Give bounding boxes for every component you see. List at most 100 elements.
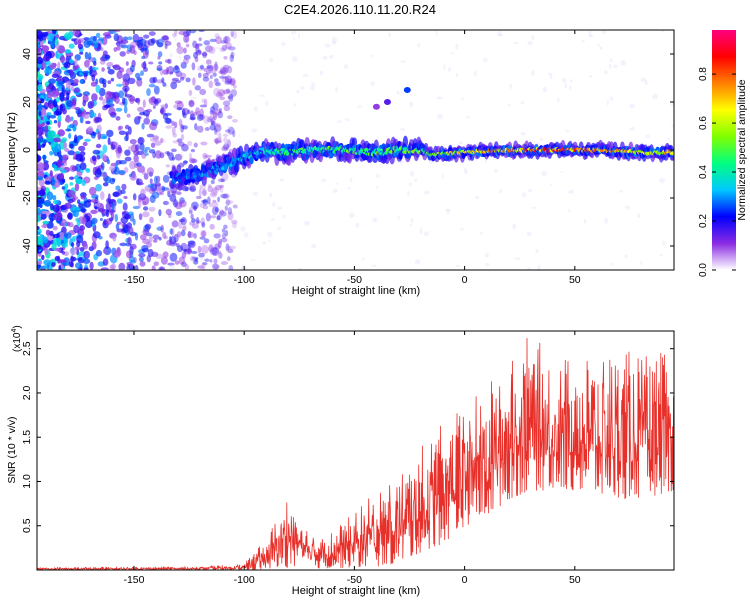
- snr-scale-label: (x104): [11, 325, 23, 352]
- spectrogram-noise-blob: [174, 30, 178, 36]
- spectrogram-noise-blob: [435, 30, 438, 36]
- spectrogram-noise-blob: [124, 167, 129, 173]
- spectrogram-noise-blob: [152, 239, 158, 243]
- spectrogram-noise-blob: [190, 213, 194, 220]
- spectrogram-noise-blob: [162, 82, 167, 87]
- spectrogram-noise-blob: [227, 248, 234, 254]
- spectrogram-noise-blob: [76, 219, 81, 227]
- spectrogram-noise-blob: [65, 128, 72, 132]
- spectrogram-noise-blob: [184, 248, 193, 253]
- spectrogram-noise-blob: [129, 139, 137, 145]
- spectrogram-noise-blob: [87, 199, 92, 203]
- spectrogram-noise-blob: [191, 256, 199, 260]
- spectrogram-noise-blob: [95, 84, 101, 94]
- spectrogram-noise-blob: [210, 179, 215, 185]
- spectrogram-noise-blob: [221, 146, 229, 152]
- spectrogram-noise-blob: [225, 199, 231, 206]
- spectrogram-noise-blob: [228, 93, 234, 102]
- spectrogram-noise-blob: [46, 121, 51, 125]
- spectrogram-noise-blob: [205, 70, 211, 75]
- spectrogram-noise-blob: [159, 267, 164, 270]
- spectrogram-noise-blob: [300, 86, 305, 90]
- spectrogram-noise-blob: [375, 173, 380, 178]
- spectrogram-noise-blob: [531, 35, 535, 40]
- spectrogram-noise-blob: [604, 217, 609, 224]
- spectrogram-noise-blob: [194, 85, 201, 91]
- spectrogram-noise-blob: [63, 232, 72, 239]
- spectrogram-noise-blob: [192, 40, 198, 49]
- spectrogram-noise-blob: [129, 160, 136, 170]
- spectrogram-noise-blob: [220, 178, 226, 183]
- spectrogram-noise-blob: [49, 114, 57, 119]
- spectrogram-noise-blob: [195, 45, 200, 54]
- spectrogram-noise-blob: [424, 190, 430, 195]
- spectrogram-noise-blob: [209, 223, 215, 230]
- spectrogram-noise-blob: [156, 67, 163, 71]
- spectrogram-noise-blob: [109, 165, 116, 172]
- spectrogram-noise-blob: [95, 183, 102, 192]
- spectrogram-noise-blob: [71, 242, 75, 248]
- snr-x-tick-label: -150: [123, 574, 144, 586]
- spectrogram-noise-blob: [153, 261, 159, 267]
- spectrogram-noise-blob: [72, 30, 80, 37]
- spectrogram-noise-blob: [102, 32, 111, 37]
- spectrogram-noise-blob: [69, 182, 74, 186]
- spectrogram-noise-blob: [214, 123, 222, 128]
- spectrogram-noise-blob: [163, 234, 167, 240]
- spectrogram-noise-blob: [96, 154, 101, 160]
- spectrogram-noise-blob: [144, 146, 151, 151]
- spectrogram-noise-blob: [173, 104, 179, 109]
- spectrogram-noise-blob: [188, 183, 196, 190]
- spectrogram-noise-blob: [205, 59, 212, 65]
- spectrogram-noise-blob: [174, 64, 179, 71]
- spectrogram-noise-blob: [560, 171, 564, 174]
- spectrogram-noise-blob: [217, 240, 222, 249]
- spectrogram-noise-blob: [311, 244, 317, 249]
- spectrogram-noise-blob: [498, 33, 504, 37]
- spectrogram-band-blob: [376, 147, 381, 151]
- spectrogram-noise-blob: [480, 231, 483, 236]
- spectrogram-noise-blob: [176, 42, 181, 48]
- spectrogram-noise-blob: [218, 178, 225, 183]
- spectrogram-noise-blob: [198, 252, 205, 258]
- spectrogram-noise-blob: [61, 250, 65, 255]
- spectrogram-noise-blob: [52, 233, 61, 239]
- spectrogram-y-tick-label: 20: [21, 96, 33, 108]
- spectrogram-panel: -150 -100 -50 0 50 -40 -20 0 20 40 Height of str…: [6, 29, 675, 297]
- spectrogram-noise-blob: [128, 95, 136, 102]
- spectrogram-noise-blob: [218, 210, 227, 217]
- spectrogram-noise-blob: [217, 108, 220, 113]
- spectrogram-noise-blob: [143, 67, 148, 72]
- spectrogram-noise-blob: [214, 122, 219, 127]
- spectrogram-noise-blob: [183, 248, 188, 253]
- colorbar-ticks: 0.0 0.2 0.4 0.6 0.8: [698, 67, 736, 277]
- spectrogram-noise-blob: [79, 79, 84, 84]
- spectrogram-noise-blob: [67, 212, 73, 220]
- spectrogram-noise-blob: [293, 36, 296, 41]
- spectrogram-noise-blob: [224, 80, 232, 85]
- spectrogram-noise-blob: [238, 134, 241, 137]
- spectrogram-noise-blob: [121, 183, 127, 191]
- spectrogram-noise-blob: [337, 120, 342, 123]
- snr-x-tick-label: -50: [347, 574, 362, 586]
- spectrogram-noise-blob: [570, 189, 574, 194]
- spectrogram-noise-blob: [117, 189, 123, 196]
- spectrogram-noise-blob: [222, 100, 231, 107]
- spectrogram-noise-blob: [181, 261, 187, 268]
- spectrogram-noise-blob: [103, 104, 111, 109]
- spectrogram-noise-blob: [56, 96, 60, 103]
- spectrogram-noise-blob: [437, 113, 443, 120]
- spectrogram-noise-blob: [135, 144, 140, 152]
- colorbar-gradient: [712, 30, 736, 270]
- spectrogram-noise-blob: [183, 160, 188, 166]
- spectrogram-noise-blob: [224, 68, 229, 74]
- spectrogram-noise-blob: [41, 108, 47, 117]
- spectrogram-noise-blob: [98, 96, 104, 101]
- spectrogram-noise-blob: [165, 67, 169, 75]
- spectrogram-noise-blob: [220, 237, 228, 243]
- spectrogram-noise-blob: [52, 225, 58, 231]
- spectrogram-noise-blob: [181, 251, 187, 259]
- spectrogram-noise-blob: [195, 43, 200, 49]
- spectrogram-noise-blob: [465, 115, 470, 119]
- spectrogram-noise-blob: [294, 102, 297, 107]
